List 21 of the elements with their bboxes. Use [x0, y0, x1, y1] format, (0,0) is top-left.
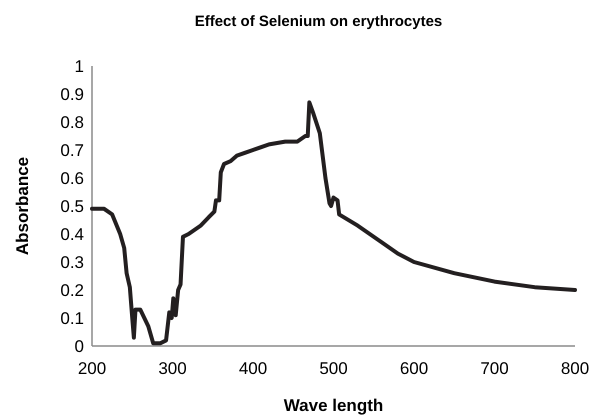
y-tick-label: 0.6 — [60, 168, 84, 188]
x-tick-label: 400 — [238, 359, 268, 378]
x-tick-label: 300 — [158, 359, 187, 378]
y-tick-label: 0.3 — [60, 252, 84, 272]
y-tick-label: 0.9 — [60, 84, 84, 104]
y-tick-label: 0.5 — [60, 196, 84, 216]
y-axis-title: Absorbance — [13, 156, 32, 256]
chart-title: Effect of Selenium on erythrocytes — [194, 13, 442, 30]
x-tick-label: 800 — [560, 359, 590, 378]
y-tick-label: 0.1 — [60, 308, 84, 328]
y-tick-label: 0.2 — [60, 280, 84, 300]
y-tick-label: 0.4 — [60, 224, 84, 244]
x-tick-label: 700 — [480, 359, 509, 378]
y-tick-label: 0.8 — [60, 112, 84, 132]
y-tick-label: 0 — [74, 336, 84, 356]
x-tick-label: 600 — [400, 359, 428, 378]
x-tick-label: 500 — [319, 359, 348, 378]
x-axis-title: Wave length — [284, 396, 384, 415]
y-tick-label: 1 — [74, 56, 84, 76]
y-tick-label: 0.7 — [60, 140, 84, 160]
x-tick-label: 200 — [78, 359, 106, 378]
